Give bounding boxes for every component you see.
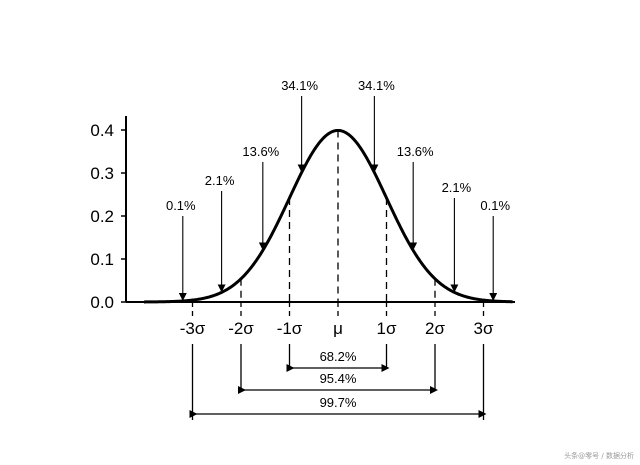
y-tick-label: 0.1 xyxy=(90,250,114,269)
y-tick-label: 0.0 xyxy=(90,293,114,312)
sigma-label: μ xyxy=(333,319,343,338)
sigma-label: -3σ xyxy=(180,319,206,338)
watermark: 头条@零号 / 数据分析 xyxy=(564,452,634,460)
y-tick-label: 0.4 xyxy=(90,121,114,140)
sigma-label: -2σ xyxy=(228,319,254,338)
range-label: 99.7% xyxy=(320,395,357,410)
range-label: 95.4% xyxy=(320,371,357,386)
region-pct-label: 2.1% xyxy=(442,180,472,195)
range-label: 68.2% xyxy=(320,349,357,364)
region-pct-label: 13.6% xyxy=(397,144,434,159)
region-pct-label: 34.1% xyxy=(281,78,318,93)
region-pct-label: 34.1% xyxy=(358,78,395,93)
normal-curve xyxy=(143,128,514,304)
sigma-label: 2σ xyxy=(425,319,445,338)
range-brackets: 68.2% 95.4% 99.7% xyxy=(189,349,487,418)
region-pct-label: 2.1% xyxy=(205,173,235,188)
axes: 0.0 0.1 0.2 0.3 0.4 xyxy=(90,116,515,312)
sigma-guides: -3σ -2σ -1σ μ 1σ 2σ 3σ xyxy=(180,130,494,420)
y-tick-label: 0.3 xyxy=(90,164,114,183)
sigma-label: 3σ xyxy=(474,319,494,338)
region-pct-label: 0.1% xyxy=(480,198,510,213)
region-pct-label: 0.1% xyxy=(166,198,196,213)
y-tick-label: 0.2 xyxy=(90,207,114,226)
sigma-label: 1σ xyxy=(377,319,397,338)
curve-layer xyxy=(143,128,514,304)
region-pct-label: 13.6% xyxy=(242,144,279,159)
region-annotations: 0.1% 2.1% 13.6% 34.1% 34.1% 13.6% 2.1% 0.1% xyxy=(166,78,510,301)
sigma-label: -1σ xyxy=(277,319,303,338)
